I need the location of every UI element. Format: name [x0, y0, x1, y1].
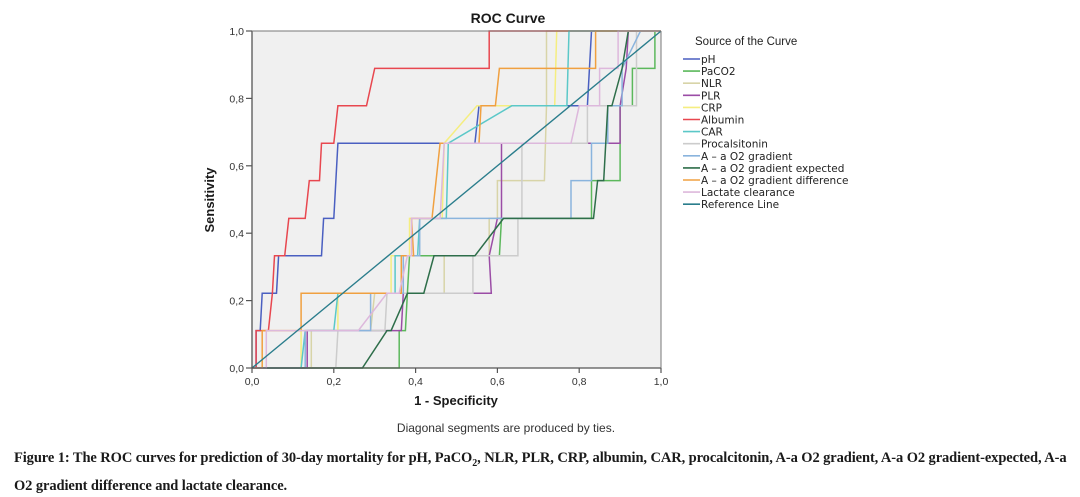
caption-suffix: , NLR, PLR, CRP, albumin, CAR, procalcit… — [14, 450, 1067, 494]
legend-label-albumin: Albumin — [701, 115, 744, 127]
legend-label-a-a-o2-gradient-expected: A – a O2 gradient expected — [701, 163, 844, 175]
legend-label-plr: PLR — [701, 90, 720, 102]
axes-group — [251, 30, 662, 369]
curves-group — [251, 30, 662, 369]
legend-label-ph: pH — [701, 54, 716, 66]
y-tick-label: 0,6 — [229, 161, 244, 173]
legend-label-paco2: PaCO2 — [701, 66, 736, 78]
x-tick-label: 0,8 — [572, 376, 587, 388]
x-tick-label: 0,2 — [326, 376, 341, 388]
x-tick-label: 0,6 — [490, 376, 505, 388]
y-tick-label: 0,4 — [229, 228, 244, 240]
legend: pHPaCO2NLRPLRCRPAlbuminCARProcalsitoninA… — [683, 54, 848, 211]
roc-chart: ROC Curve 0,0 0,2 0,4 0,6 0,8 1,0 0,00,20,40,… — [202, 10, 848, 435]
legend-label-crp: CRP — [701, 102, 722, 114]
y-tick-label: 0,0 — [229, 363, 244, 375]
legend-label-nlr: NLR — [701, 78, 722, 90]
curve-a-a-o2-gradient-expected — [252, 30, 661, 369]
legend-label-procalsitonin: Procalsitonin — [701, 139, 768, 151]
x-ticks-group: 0,0 0,2 0,4 0,6 0,8 1,0 — [245, 368, 669, 388]
curve-reference-line — [251, 30, 662, 369]
figure-caption: Figure 1: The ROC curves for prediction … — [14, 447, 1074, 497]
y-tick-label: 0,2 — [229, 296, 244, 308]
legend-title: Source of the Curve — [695, 36, 797, 48]
y-axis-label: Sensitivity — [202, 167, 217, 233]
y-tick-label: 1,0 — [229, 26, 244, 38]
y-tick-label: 0,8 — [229, 93, 244, 105]
chart-title: ROC Curve — [471, 10, 546, 26]
legend-label-car: CAR — [701, 127, 723, 139]
legend-label-reference-line: Reference Line — [701, 199, 779, 211]
caption-prefix: Figure 1: The ROC curves for prediction … — [14, 450, 473, 466]
x-axis-label: 1 - Specificity — [414, 393, 499, 408]
curve-lactate-clearance — [252, 30, 661, 369]
y-ticks-group: 0,0 0,2 0,4 0,6 0,8 1,0 — [229, 26, 252, 375]
legend-label-a-a-o2-gradient-difference: A – a O2 gradient difference — [701, 175, 848, 187]
x-tick-label: 0,0 — [245, 376, 260, 388]
x-tick-label: 0,4 — [408, 376, 423, 388]
legend-label-a-a-o2-gradient: A – a O2 gradient — [701, 151, 792, 163]
legend-label-lactate-clearance: Lactate clearance — [701, 187, 795, 199]
chart-note: Diagonal segments are produced by ties. — [397, 421, 615, 435]
x-tick-label: 1,0 — [654, 376, 669, 388]
caption-subscript: 2 — [472, 457, 478, 469]
